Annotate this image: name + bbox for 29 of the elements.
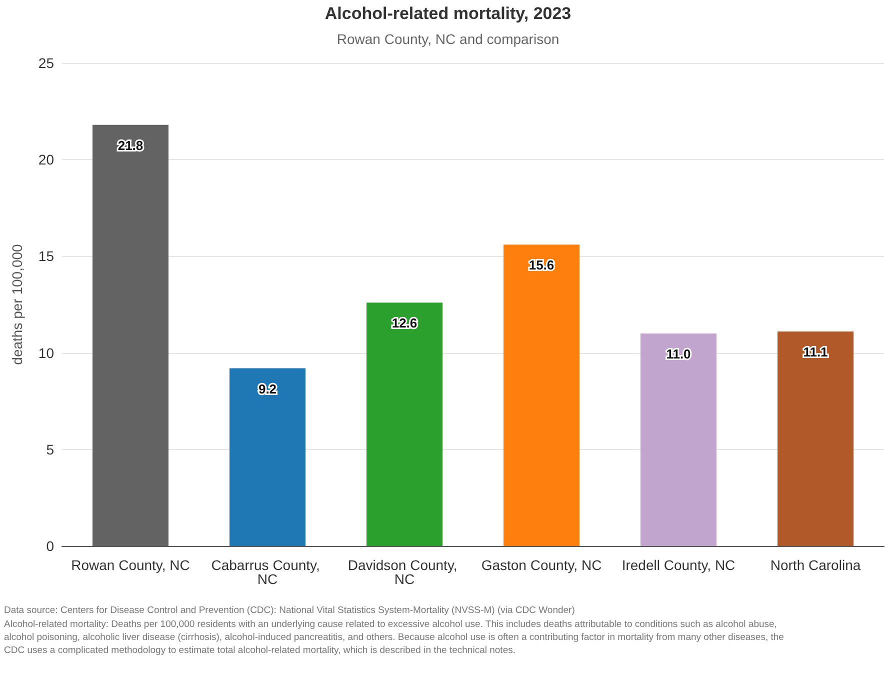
data-label: 9.2 <box>258 381 277 396</box>
chart-title: Alcohol-related mortality, 2023 <box>324 4 572 23</box>
chart-subtitle: Rowan County, NC and comparison <box>336 31 560 47</box>
x-tick-label: Cabarrus County, NC <box>211 557 324 587</box>
source-note: Data source: Centers for Disease Control and Prevention (CDC): National Vital Statistics System-Mortality (NVSS-M) (via CDC Wonder) <box>4 604 576 617</box>
y-axis-title: deaths per 100,000 <box>9 244 25 365</box>
data-label: 11.0 <box>666 346 691 362</box>
y-tick-label: 25 <box>38 55 54 71</box>
bar <box>230 368 306 546</box>
x-tick-label: North Carolina <box>770 557 861 573</box>
x-tick-label: Rowan County, NC <box>71 557 190 573</box>
x-tick-label: Gaston County, NC <box>481 557 602 573</box>
bar <box>778 332 854 546</box>
x-tick-label: Davidson County, NC <box>348 557 462 587</box>
bar <box>92 124 168 546</box>
y-tick-label: 15 <box>38 248 54 264</box>
y-tick-label: 20 <box>38 152 54 168</box>
data-label: 11.1 <box>803 344 828 360</box>
data-label: 12.6 <box>392 316 418 331</box>
bar <box>640 333 716 546</box>
data-label: 21.8 <box>118 138 144 153</box>
y-tick-label: 0 <box>46 538 54 554</box>
bar <box>504 244 580 546</box>
x-tick-label: Iredell County, NC <box>622 557 736 573</box>
bar <box>366 302 442 546</box>
y-tick-label: 5 <box>46 441 54 458</box>
y-tick-label: 10 <box>38 344 54 361</box>
text: Alcohol-related mortality: Deaths per 100,000 residents with an underlying cause related to excessive alcohol use. This includes deaths attributable to conditions such as alcohol abuse, alcohol poisoning, alcoholic liver disease (cirrhosis), alcohol-induced pancreatitis, and others. Because alcohol use is often a contributing factor in mortality from many other diseases, the CDC uses a complicated methodology to estimate total alcohol-related mortality, which is described in the technical notes. <box>4 618 785 657</box>
data-label: 15.6 <box>528 258 554 273</box>
